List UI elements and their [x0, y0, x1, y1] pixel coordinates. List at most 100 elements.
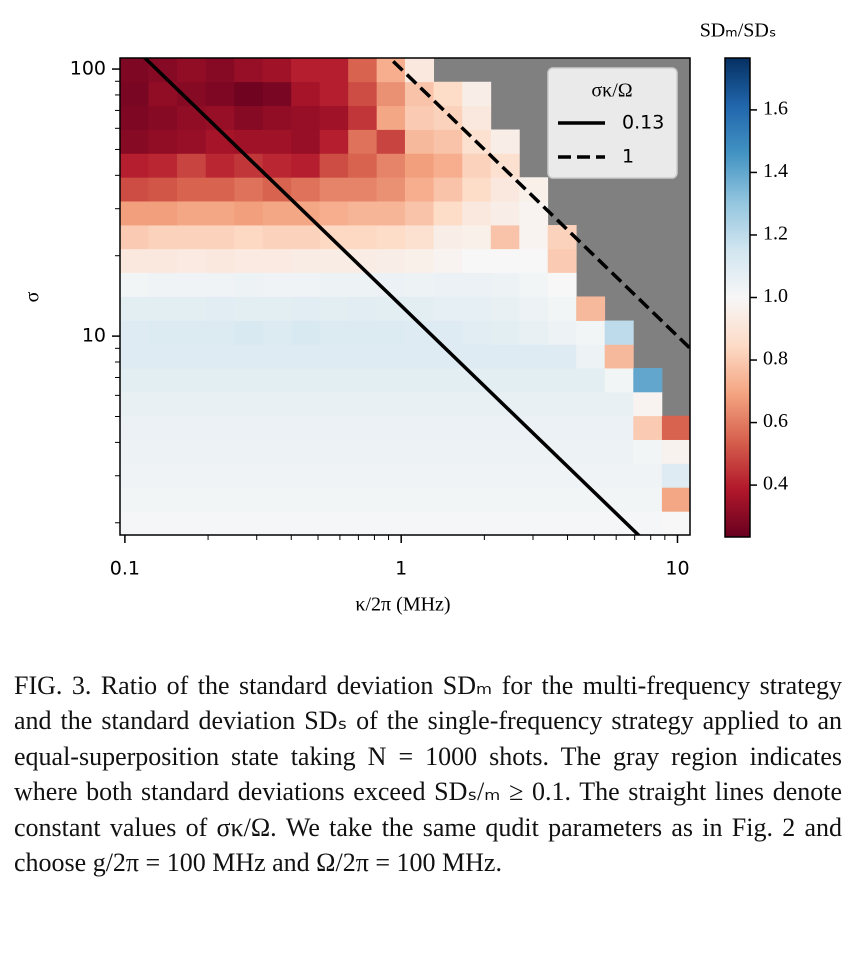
- heatmap-cell: [604, 344, 634, 369]
- heatmap-cell: [120, 248, 149, 273]
- heatmap-cell: [547, 415, 577, 440]
- heatmap-cell: [262, 225, 292, 250]
- heatmap-cell: [234, 177, 264, 202]
- heatmap-cell: [404, 511, 435, 536]
- heatmap-cell: [633, 439, 663, 464]
- heatmap-cell: [462, 201, 492, 226]
- heatmap-cell: [148, 272, 178, 297]
- x-tick-label: 10: [665, 558, 689, 580]
- heatmap-cell: [120, 487, 149, 512]
- heatmap-cell: [262, 105, 292, 130]
- heatmap-cell: [404, 129, 435, 154]
- heatmap-cell: [177, 487, 207, 512]
- heatmap-cell: [376, 368, 406, 393]
- heatmap-cell: [291, 105, 321, 130]
- heatmap-cell: [376, 320, 406, 345]
- heatmap-cell: [348, 439, 378, 464]
- heatmap-cell: [604, 368, 634, 393]
- heatmap-cell: [205, 439, 235, 464]
- heatmap-cell: [177, 320, 207, 345]
- heatmap-cell: [319, 391, 349, 417]
- heatmap-cell: [177, 225, 207, 250]
- heatmap-cell: [291, 81, 321, 107]
- heatmap-cell: [404, 201, 435, 226]
- heatmap-cell: [519, 320, 549, 345]
- heatmap-cell: [291, 391, 321, 417]
- heatmap-cell: [490, 487, 520, 512]
- heatmap-cell: [490, 225, 520, 250]
- heatmap-cell: [576, 344, 606, 369]
- heatmap-cell: [490, 344, 520, 369]
- heatmap-cell: [348, 415, 378, 440]
- heatmap-cell: [376, 201, 406, 226]
- heatmap-cell: [519, 415, 549, 440]
- heatmap-cell: [148, 248, 178, 273]
- heatmap-cell: [319, 153, 349, 178]
- heatmap-cell: [348, 81, 378, 107]
- heatmap-cell: [519, 225, 549, 250]
- heatmap-cell: [433, 177, 463, 202]
- heatmap-cell: [291, 153, 321, 178]
- heatmap-cell: [120, 439, 149, 464]
- heatmap-cell: [519, 487, 549, 512]
- heatmap-cell: [148, 320, 178, 345]
- heatmap-cell: [148, 368, 178, 393]
- heatmap-cell: [177, 105, 207, 130]
- heatmap-cell: [433, 201, 463, 226]
- colorbar-tick-label: 1.4: [763, 160, 788, 182]
- heatmap-cell: [433, 511, 463, 536]
- heatmap-cell: [205, 272, 235, 297]
- heatmap-cell: [433, 153, 463, 178]
- heatmap-cell: [348, 391, 378, 417]
- heatmap-cell: [234, 320, 264, 345]
- heatmap-cell: [205, 105, 235, 130]
- heatmap-cell: [205, 415, 235, 440]
- heatmap-cell: [120, 511, 149, 536]
- heatmap-cell: [177, 153, 207, 178]
- heatmap-cell: [604, 463, 634, 488]
- heatmap-cell: [547, 248, 577, 273]
- heatmap-cell: [576, 391, 606, 417]
- heatmap-cell: [234, 225, 264, 250]
- heatmap-cell: [433, 463, 463, 488]
- heatmap-cell: [120, 225, 149, 250]
- heatmap-cell: [433, 225, 463, 250]
- x-axis-label: κ/2π (MHz): [355, 594, 450, 616]
- heatmap-cell: [519, 296, 549, 321]
- colorbar-tick-label: 1.2: [763, 223, 788, 245]
- heatmap-cell: [291, 225, 321, 250]
- heatmap-cell: [547, 463, 577, 488]
- heatmap-cell: [376, 344, 406, 369]
- heatmap-cell: [177, 58, 207, 83]
- heatmap-cell: [177, 439, 207, 464]
- heatmap-cell: [234, 344, 264, 369]
- heatmap-cell: [404, 391, 435, 417]
- heatmap-cell: [404, 272, 435, 297]
- heatmap-cell: [148, 153, 178, 178]
- heatmap-cell: [291, 463, 321, 488]
- heatmap-cell: [633, 368, 663, 393]
- heatmap-cell: [633, 511, 663, 536]
- heatmap-cell: [319, 58, 349, 83]
- heatmap-cell: [404, 248, 435, 273]
- heatmap-cell: [519, 391, 549, 417]
- heatmap-cell: [262, 344, 292, 369]
- heatmap-cell: [661, 511, 691, 536]
- heatmap-cell: [404, 296, 435, 321]
- heatmap-cell: [148, 129, 178, 154]
- heatmap-cell: [404, 463, 435, 488]
- heatmap-cell: [348, 225, 378, 250]
- y-tick-label: 10: [82, 325, 106, 347]
- heatmap-cell: [148, 201, 178, 226]
- heatmap-cell: [462, 320, 492, 345]
- heatmap-cell: [262, 415, 292, 440]
- heatmap-cell: [177, 415, 207, 440]
- heatmap-cell: [547, 368, 577, 393]
- heatmap-cell: [262, 272, 292, 297]
- heatmap-cell: [148, 344, 178, 369]
- heatmap-cell: [262, 320, 292, 345]
- heatmap-cell: [462, 487, 492, 512]
- heatmap-cell: [291, 296, 321, 321]
- heatmap-cell: [576, 439, 606, 464]
- colorbar-tick-label: 1.6: [763, 97, 788, 119]
